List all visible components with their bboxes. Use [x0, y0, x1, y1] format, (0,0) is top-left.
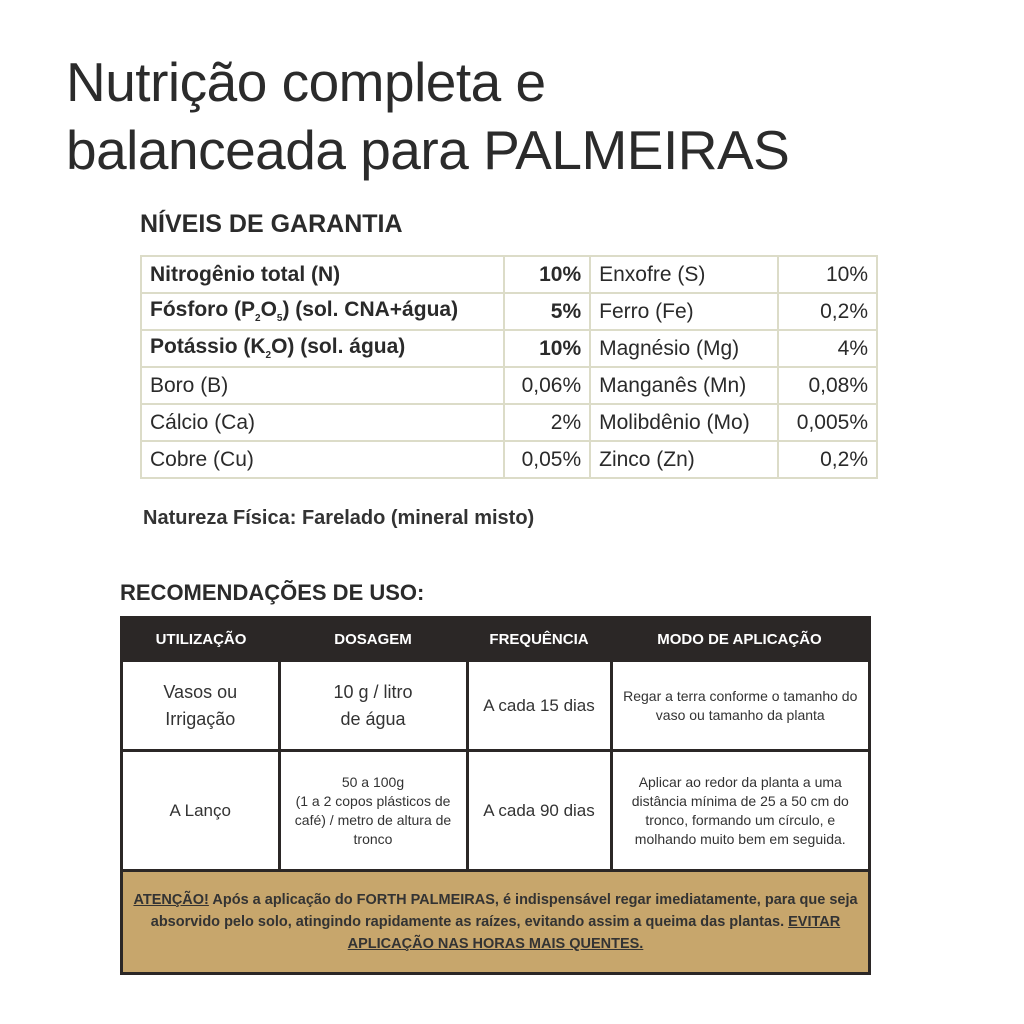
column-header: MODO DE APLICAÇÃO — [611, 617, 870, 661]
table-row: A Lanço 50 a 100g (1 a 2 copos plásticos … — [120, 749, 871, 872]
recomendacoes-heading: RECOMENDAÇÕES DE USO: — [120, 580, 425, 605]
attention-text: Após a aplicação do FORTH PALMEIRAS, é i… — [150, 892, 858, 930]
attention-label: ATENÇÃO! — [133, 892, 209, 908]
table-row: Nitrogênio total (N) 10% Enxofre (S) 10% — [140, 255, 879, 294]
nutrient-value: 10% — [502, 329, 592, 368]
table-row: Vasos ou Irrigação 10 g / litro de água A … — [120, 659, 871, 752]
table-row: Boro (B) 0,06% Manganês (Mn) 0,08% — [140, 366, 879, 405]
nutrient-name: Zinco (Zn) — [589, 440, 779, 479]
modo-cell: Aplicar ao redor da planta a uma distânc… — [609, 749, 871, 872]
nutrient-name: Cobre (Cu) — [140, 440, 505, 479]
column-header: FREQUÊNCIA — [467, 617, 611, 661]
table-row: Potássio (K2O) (sol. água) 10% Magnésio … — [140, 329, 879, 368]
uso-cell: A Lanço — [120, 749, 281, 872]
dosagem-cell: 10 g / litro de água — [277, 659, 469, 752]
nutrient-value: 10% — [502, 255, 592, 294]
nutrient-name: Manganês (Mn) — [589, 366, 779, 405]
title-line-1: Nutrição completa e — [66, 51, 546, 113]
frequencia-cell: A cada 90 dias — [465, 749, 613, 872]
nutrient-name: Cálcio (Ca) — [140, 403, 505, 442]
uso-cell: Vasos ou Irrigação — [120, 659, 281, 752]
nutrient-value: 0,05% — [502, 440, 592, 479]
table-row: Cobre (Cu) 0,05% Zinco (Zn) 0,2% — [140, 440, 879, 479]
nutrient-value: 0,2% — [776, 292, 879, 331]
nutrient-name: Potássio (K2O) (sol. água) — [140, 329, 505, 368]
nutrient-value: 0,08% — [776, 366, 879, 405]
table-row: Cálcio (Ca) 2% Molibdênio (Mo) 0,005% — [140, 403, 879, 442]
page-title: Nutrição completa e balanceada para PALM… — [66, 48, 790, 184]
nutrient-name: Molibdênio (Mo) — [589, 403, 779, 442]
garantia-heading: NÍVEIS DE GARANTIA — [140, 210, 403, 238]
nutrient-value: 0,06% — [502, 366, 592, 405]
dosagem-cell: 50 a 100g (1 a 2 copos plásticos de café)… — [277, 749, 469, 872]
garantia-table: Nitrogênio total (N) 10% Enxofre (S) 10%… — [140, 255, 879, 479]
nutrient-value: 0,2% — [776, 440, 879, 479]
attention-warning: EVITAR APLICAÇÃO NAS HORAS MAIS QUENTES. — [347, 914, 841, 952]
nutrient-name: Nitrogênio total (N) — [140, 255, 505, 294]
nutrient-name: Boro (B) — [140, 366, 505, 405]
recomendacoes-table: UTILIZAÇÃO DOSAGEM FREQUÊNCIA MODO DE AP… — [120, 616, 871, 975]
natureza-fisica: Natureza Física: Farelado (mineral misto… — [143, 507, 535, 529]
nutrient-value: 10% — [776, 255, 879, 294]
nutrient-value: 5% — [502, 292, 592, 331]
table-header: UTILIZAÇÃO DOSAGEM FREQUÊNCIA MODO DE AP… — [121, 617, 870, 661]
attention-note: ATENÇÃO! Após a aplicação do FORTH PALME… — [120, 869, 871, 975]
nutrient-value: 2% — [502, 403, 592, 442]
nutrient-name: Fósforo (P2O5) (sol. CNA+água) — [140, 292, 505, 331]
nutrient-name: Enxofre (S) — [589, 255, 779, 294]
column-header: DOSAGEM — [279, 617, 467, 661]
nutrient-name: Ferro (Fe) — [589, 292, 779, 331]
nutrient-name: Magnésio (Mg) — [589, 329, 779, 368]
nutrient-value: 0,005% — [776, 403, 879, 442]
column-header: UTILIZAÇÃO — [121, 617, 279, 661]
nutrient-value: 4% — [776, 329, 879, 368]
attention-row: ATENÇÃO! Após a aplicação do FORTH PALME… — [120, 869, 871, 975]
table-row: Fósforo (P2O5) (sol. CNA+água) 5% Ferro … — [140, 292, 879, 331]
frequencia-cell: A cada 15 dias — [465, 659, 613, 752]
title-line-2: balanceada para PALMEIRAS — [66, 119, 790, 181]
modo-cell: Regar a terra conforme o tamanho do vaso… — [609, 659, 871, 752]
